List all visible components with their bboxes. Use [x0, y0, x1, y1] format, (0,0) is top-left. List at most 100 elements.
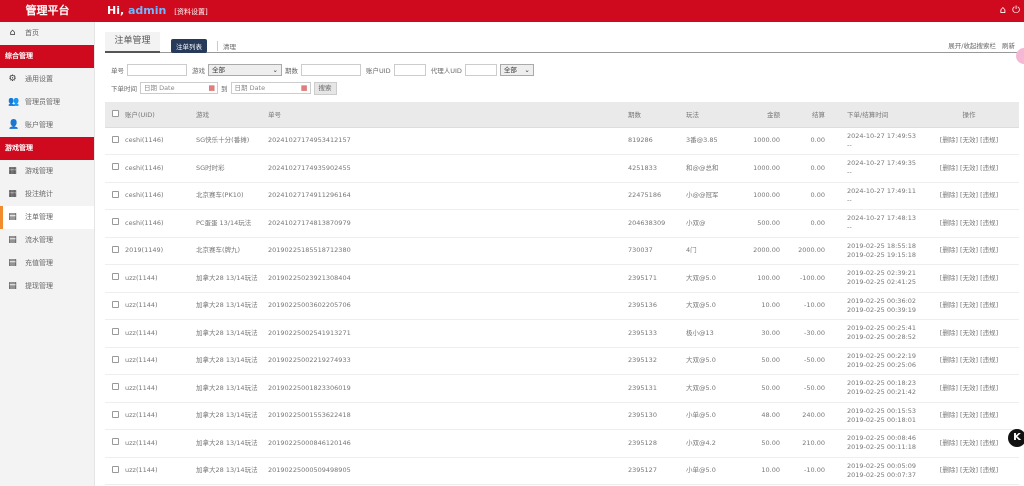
actions-cell: [删除] [无效] [违规] — [919, 127, 1019, 155]
row-checkbox[interactable] — [112, 245, 119, 253]
sidebar-item-flow-manage[interactable]: ▤ 流水管理 — [0, 229, 94, 252]
row-checkbox[interactable] — [112, 465, 119, 473]
account-uid-input[interactable] — [393, 64, 426, 76]
delete-link[interactable]: [删除] — [939, 136, 958, 145]
order-time: 2019-02-25 00:36:02 — [847, 296, 917, 305]
violation-link[interactable]: [违规] — [980, 383, 999, 392]
row-checkbox[interactable] — [112, 355, 119, 363]
violation-link[interactable]: [违规] — [980, 438, 999, 447]
delete-link[interactable]: [删除] — [939, 218, 958, 227]
select-all-checkbox[interactable] — [112, 109, 119, 117]
sidebar-item-withdraw-manage[interactable]: ▤ 提现管理 — [0, 275, 94, 298]
delete-link[interactable]: [删除] — [939, 246, 958, 255]
row-checkbox[interactable] — [112, 410, 119, 418]
invalid-link[interactable]: [无效] — [959, 356, 979, 365]
row-checkbox[interactable] — [112, 300, 119, 308]
delete-link[interactable]: [删除] — [939, 466, 958, 475]
period-cell: 2395132 — [628, 347, 686, 375]
calendar-icon[interactable]: ▦ — [208, 84, 215, 92]
delete-link[interactable]: [删除] — [939, 438, 958, 447]
sidebar-item-label: 提现管理 — [25, 282, 53, 290]
toggle-search-link[interactable]: 展开/收起搜索栏 — [948, 42, 996, 50]
floating-k-button[interactable]: K — [1008, 429, 1024, 447]
invalid-link[interactable]: [无效] — [959, 438, 979, 447]
row-checkbox[interactable] — [112, 190, 119, 198]
home-icon[interactable]: ⌂ — [999, 5, 1007, 16]
sidebar-item-home[interactable]: ⌂ 首页 — [0, 22, 94, 45]
violation-link[interactable]: [违规] — [980, 191, 999, 200]
floating-bubble[interactable] — [1016, 48, 1024, 64]
play-cell: 小双@ — [686, 209, 736, 238]
status-select[interactable]: 全部 ⌄ — [499, 64, 534, 76]
invalid-link[interactable]: [无效] — [959, 246, 979, 255]
violation-link[interactable]: [违规] — [980, 246, 999, 255]
sidebar-item-general-settings[interactable]: ⚙ 通用设置 — [0, 68, 94, 91]
delete-link[interactable]: [删除] — [939, 328, 958, 337]
calendar-icon[interactable]: ▦ — [300, 84, 308, 92]
game-select[interactable]: 全部 ⌄ — [208, 64, 282, 76]
refresh-link[interactable]: 刷新 — [1002, 42, 1015, 50]
tab-order-manage[interactable]: 注单管理 — [105, 32, 160, 53]
row-checkbox[interactable] — [112, 163, 119, 171]
violation-link[interactable]: [违规] — [980, 301, 999, 310]
game-cell: 北京赛车(牌九) — [196, 237, 268, 265]
row-checkbox[interactable] — [112, 273, 119, 281]
invalid-link[interactable]: [无效] — [959, 383, 979, 392]
violation-link[interactable]: [违规] — [980, 163, 999, 172]
delete-link[interactable]: [删除] — [939, 411, 958, 420]
settle-time: 2019-02-25 00:18:01 — [847, 415, 917, 424]
amount-cell: 10.00 — [736, 457, 780, 485]
order-time: 2024-10-27 17:49:35 — [847, 159, 917, 168]
delete-link[interactable]: [删除] — [939, 273, 958, 282]
sidebar-item-bet-stats[interactable]: ▦ 投注统计 — [0, 183, 94, 206]
violation-link[interactable]: [违规] — [980, 328, 999, 337]
delete-link[interactable]: [删除] — [939, 383, 958, 392]
sidebar-item-recharge-manage[interactable]: ▤ 充值管理 — [0, 252, 94, 275]
col-time: 下单/结算时间 — [827, 102, 919, 128]
sidebar-item-game-manage[interactable]: ▦ 游戏管理 — [0, 160, 94, 183]
invalid-link[interactable]: [无效] — [959, 466, 979, 475]
sidebar-item-account-manage[interactable]: 👤 账户管理 — [0, 114, 94, 137]
violation-link[interactable]: [违规] — [980, 218, 999, 227]
row-checkbox[interactable] — [112, 438, 119, 446]
order-no-cell: 20241027174813870979 — [268, 209, 628, 238]
settle-time: -- — [847, 195, 852, 204]
tab-clean[interactable]: 清理 — [217, 41, 236, 51]
actions-cell: [删除] [无效] [违规] — [919, 457, 1019, 485]
delete-link[interactable]: [删除] — [939, 163, 958, 172]
end-date-input[interactable]: 日期 Date ▦ — [230, 82, 311, 94]
invalid-link[interactable]: [无效] — [959, 411, 979, 420]
sidebar-item-admin-manage[interactable]: 👥 管理员管理 — [0, 91, 94, 114]
violation-link[interactable]: [违规] — [980, 356, 999, 365]
start-date-input[interactable]: 日期 Date ▦ — [140, 82, 218, 94]
search-button[interactable]: 搜索 — [313, 81, 337, 95]
row-checkbox[interactable] — [112, 218, 119, 226]
delete-link[interactable]: [删除] — [939, 191, 958, 200]
row-checkbox[interactable] — [112, 328, 119, 336]
delete-link[interactable]: [删除] — [939, 356, 958, 365]
invalid-link[interactable]: [无效] — [959, 273, 979, 282]
account-cell: ceshi(1146) — [125, 127, 196, 155]
order-no-input[interactable] — [127, 64, 187, 76]
delete-link[interactable]: [删除] — [939, 301, 958, 310]
sidebar-item-order-manage[interactable]: ▤ 注单管理 — [0, 206, 94, 229]
power-icon[interactable]: ⏻ — [1012, 5, 1020, 16]
amount-cell: 100.00 — [736, 264, 780, 293]
profile-settings-link[interactable]: [资料设置] — [174, 8, 208, 16]
row-checkbox[interactable] — [112, 135, 119, 143]
agent-uid-input[interactable] — [464, 64, 497, 76]
violation-link[interactable]: [违规] — [980, 466, 999, 475]
row-checkbox[interactable] — [112, 383, 119, 391]
invalid-link[interactable]: [无效] — [959, 136, 979, 145]
chevron-down-icon: ⌄ — [524, 66, 530, 74]
invalid-link[interactable]: [无效] — [959, 328, 979, 337]
invalid-link[interactable]: [无效] — [959, 163, 979, 172]
tab-order-list[interactable]: 注单列表 — [171, 39, 207, 53]
violation-link[interactable]: [违规] — [980, 136, 999, 145]
invalid-link[interactable]: [无效] — [959, 191, 979, 200]
invalid-link[interactable]: [无效] — [959, 301, 979, 310]
violation-link[interactable]: [违规] — [980, 411, 999, 420]
violation-link[interactable]: [违规] — [980, 273, 999, 282]
invalid-link[interactable]: [无效] — [959, 218, 979, 227]
period-input[interactable] — [301, 64, 361, 76]
